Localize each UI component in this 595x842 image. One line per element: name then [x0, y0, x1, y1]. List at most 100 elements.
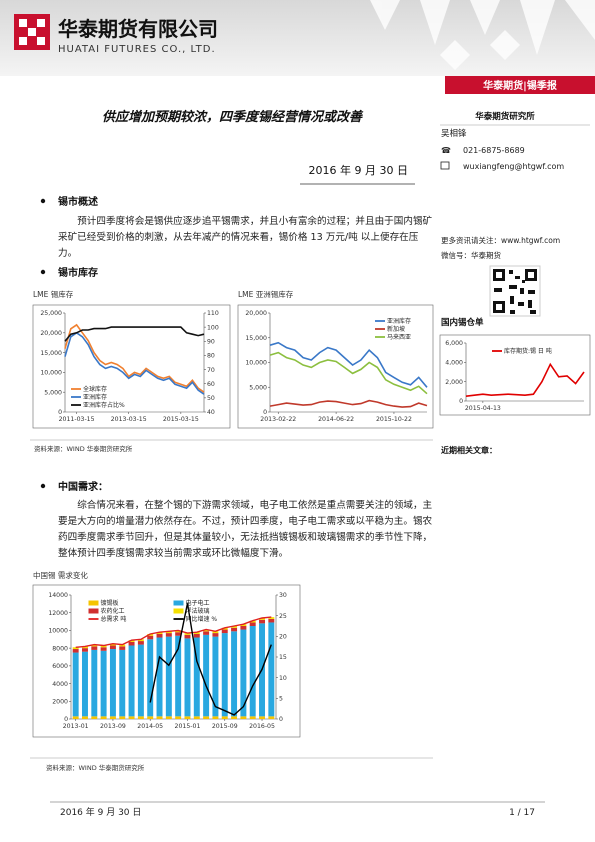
bar-segment	[240, 626, 247, 630]
y-tick-label: 0	[64, 716, 68, 723]
chart-frame	[439, 334, 591, 416]
y-tick-label: 6000	[52, 663, 68, 670]
legend-swatch	[173, 608, 184, 614]
y2-tick-label: 30	[279, 592, 287, 599]
y2-tick-label: 70	[207, 367, 215, 374]
y-tick-label: 0	[263, 409, 267, 416]
legend-swatch	[88, 600, 99, 606]
bar-segment	[221, 627, 228, 630]
legend-label: 镀锡板	[101, 599, 119, 607]
wechat: 微信号：华泰期货	[441, 250, 501, 260]
header-decoration	[370, 0, 595, 70]
source: 资料来源：WIND 华泰期货研究所	[34, 444, 133, 453]
y-tick-label: 10,000	[245, 360, 267, 367]
bar-segment	[240, 716, 247, 719]
x-tick-label: 2013-01	[63, 723, 89, 730]
legend-label: 库存期货:锡 日 吨	[504, 347, 552, 355]
bar-segment	[147, 716, 154, 719]
x-tick-label: 2014-05	[137, 723, 163, 730]
x-tick-label: 2014-06-22	[318, 416, 354, 423]
bar-segment	[156, 716, 163, 719]
bar-segment	[147, 633, 154, 636]
y-tick-label: 14000	[48, 592, 68, 599]
y-tick-label: 10,000	[40, 370, 62, 377]
company-name-en: HUATAI FUTURES CO., LTD.	[58, 44, 216, 55]
bar-segment	[175, 635, 182, 717]
bar-segment	[109, 645, 116, 650]
legend-label: 电子电工	[186, 599, 210, 607]
bar-segment	[100, 645, 107, 648]
bar-segment	[259, 618, 266, 620]
legend-label: 马来西亚	[387, 333, 411, 341]
legend-label: 总需求 吨	[101, 615, 127, 623]
y2-tick-label: 100	[207, 324, 219, 331]
bullet	[40, 269, 46, 275]
bar-segment	[72, 652, 79, 717]
line-series	[64, 323, 205, 393]
bar-segment	[203, 634, 210, 717]
y2-tick-label: 15	[279, 654, 287, 661]
bar-segment	[72, 649, 79, 653]
y2-tick-label: 50	[207, 395, 215, 402]
bar-segment	[175, 716, 182, 719]
bar-segment	[221, 629, 228, 634]
bar-segment	[203, 629, 210, 632]
bar-segment	[193, 716, 200, 719]
bar-segment	[91, 644, 98, 647]
bar-segment	[268, 617, 275, 619]
phone-icon: ☎	[441, 146, 451, 155]
bar-segment	[221, 633, 228, 717]
y-tick-label: 25,000	[40, 310, 62, 317]
bar-segment	[147, 635, 154, 640]
y-tick-label: 5,000	[44, 389, 62, 396]
line-series	[269, 399, 428, 408]
legend-label: 亚洲库存占比%	[83, 401, 125, 409]
bar-segment	[137, 641, 144, 645]
y-tick-label: 10000	[48, 628, 68, 635]
bar-segment	[231, 716, 238, 719]
report-date: 2016 年 9 月 30 日	[309, 163, 408, 177]
legend-label: 同比增速 %	[186, 615, 218, 623]
bar-segment	[249, 620, 256, 623]
y2-tick-label: 5	[279, 696, 283, 703]
bar-segment	[240, 624, 247, 626]
line-series	[64, 326, 205, 342]
legend-label: 新加坡	[387, 325, 405, 333]
bar-segment	[193, 637, 200, 717]
legend-swatch	[173, 600, 184, 606]
bar-segment	[128, 645, 135, 717]
bar-segment	[128, 716, 135, 719]
legend-label: 亚洲库存	[387, 317, 411, 325]
y-tick-label: 15,000	[40, 350, 62, 357]
x-tick-label: 2015-01	[175, 723, 201, 730]
bar-segment	[268, 716, 275, 719]
y-tick-label: 4,000	[445, 360, 463, 367]
bar-segment	[221, 716, 228, 719]
x-tick-label: 2011-03-15	[59, 416, 95, 423]
bar-segment	[259, 716, 266, 719]
report-title: 供应增加预期较浓，四季度锡经营情况或改善	[102, 109, 364, 125]
chart-title: LME 亚洲锡库存	[238, 289, 294, 299]
paragraph: 综合情况来看，在整个锡的下游需求领域，电子电工依然是重点需要关注的领域，主要是大…	[58, 500, 433, 559]
y-tick-label: 20,000	[245, 310, 267, 317]
bar-segment	[175, 632, 182, 636]
x-tick-label: 2016-05	[249, 723, 275, 730]
bar-segment	[240, 629, 247, 717]
line-series	[269, 351, 428, 395]
y-tick-label: 15,000	[245, 335, 267, 342]
paragraph: 预计四季度将会是锡供应逐步追平锡需求，并且小有富余的过程；并且由于国内锡矿采矿已…	[58, 216, 433, 259]
y-tick-label: 0	[58, 409, 62, 416]
bar-segment	[249, 716, 256, 719]
bar-segment	[137, 639, 144, 642]
bar-segment	[156, 632, 163, 634]
bar-segment	[109, 643, 116, 646]
y2-tick-label: 90	[207, 338, 215, 345]
tag-band	[445, 76, 595, 94]
y2-tick-label: 20	[279, 634, 287, 641]
analyst: 吴相锋	[441, 128, 467, 139]
org: 华泰期货研究所	[475, 111, 535, 122]
bar-segment	[268, 618, 275, 623]
chart-title: LME 锡库存	[33, 289, 74, 299]
bar-segment	[119, 646, 126, 650]
x-tick-label: 2013-09	[100, 723, 126, 730]
